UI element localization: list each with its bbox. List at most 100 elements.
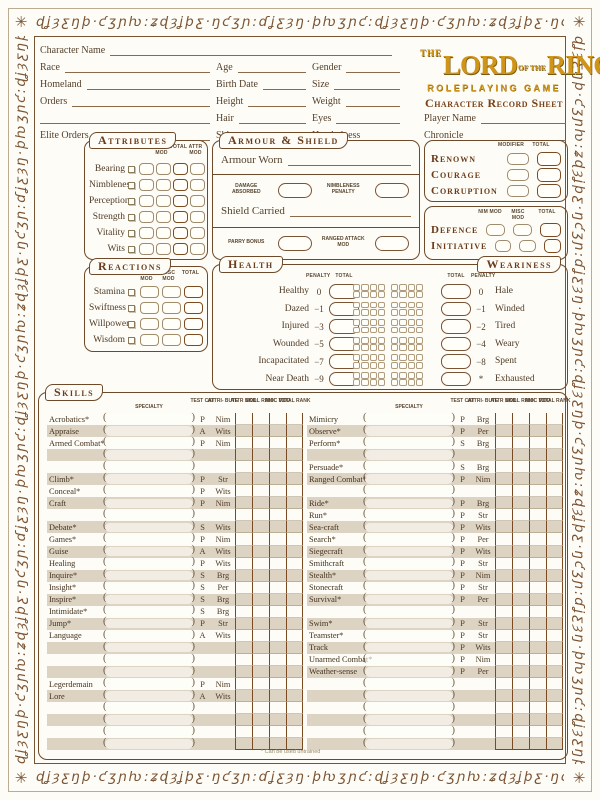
skill-specialty-field[interactable]: () [103, 725, 195, 737]
total-rank-cell[interactable] [546, 509, 563, 522]
orig-box[interactable] [139, 210, 154, 224]
misc-mod-cell[interactable] [529, 605, 546, 618]
health-checkbox[interactable] [407, 326, 415, 334]
total-box[interactable] [184, 317, 203, 331]
skill-rank-cell[interactable] [512, 690, 529, 703]
attr-mod-cell[interactable] [495, 533, 512, 546]
favoured-checkbox[interactable] [128, 229, 135, 237]
health-checkbox[interactable] [399, 301, 407, 309]
health-checkbox[interactable] [399, 319, 407, 326]
attr-mod-cell[interactable] [495, 690, 512, 703]
health-checkbox[interactable] [353, 379, 361, 387]
health-checkbox[interactable] [377, 379, 386, 387]
total-rank-cell[interactable] [286, 726, 303, 739]
age-field[interactable] [237, 60, 306, 73]
health-checkbox[interactable] [353, 326, 361, 334]
health-checkbox[interactable] [399, 371, 407, 379]
attr-mod-cell[interactable] [495, 665, 512, 679]
attr-mod-cell[interactable] [495, 726, 512, 739]
skill-specialty-field[interactable]: () [103, 532, 195, 545]
skill-specialty-field[interactable]: () [363, 424, 455, 436]
skill-rank-cell[interactable] [252, 509, 269, 522]
total-rank-cell[interactable] [286, 425, 303, 438]
attr-mod-cell[interactable] [495, 449, 512, 462]
favoured-checkbox[interactable] [128, 336, 135, 344]
health-checkbox[interactable] [369, 371, 377, 379]
skill-specialty-field[interactable]: () [103, 496, 195, 508]
gender-field[interactable] [346, 60, 400, 73]
health-checkbox[interactable] [407, 336, 415, 344]
health-checkbox[interactable] [377, 344, 386, 351]
attr-mod-cell[interactable] [235, 485, 252, 498]
health-checkbox[interactable] [369, 301, 377, 309]
health-checkbox[interactable] [415, 326, 424, 334]
racial-mod-box[interactable] [156, 178, 171, 192]
skill-rank-cell[interactable] [252, 678, 269, 691]
skill-specialty-field[interactable]: () [363, 737, 455, 749]
health-checkbox[interactable] [391, 291, 399, 299]
skill-specialty-field[interactable]: () [103, 568, 195, 581]
skill-specialty-field[interactable]: () [363, 629, 455, 641]
skill-rank-cell[interactable] [512, 545, 529, 558]
weariness-total-field[interactable] [441, 301, 471, 317]
attr-mod-cell[interactable] [235, 557, 252, 570]
weariness-total-field[interactable] [441, 319, 471, 334]
health-checkbox[interactable] [361, 371, 369, 379]
misc-mod-cell[interactable] [529, 449, 546, 462]
misc-mod-cell[interactable] [269, 545, 286, 558]
misc-mod-cell[interactable] [269, 533, 286, 546]
weariness-total-field[interactable] [441, 371, 471, 387]
nim-mod-box[interactable] [495, 239, 512, 253]
misc-mod-cell[interactable] [529, 473, 546, 486]
total-rank-cell[interactable] [546, 702, 563, 715]
skill-rank-cell[interactable] [512, 726, 529, 739]
racial-mod-box[interactable] [156, 242, 171, 256]
skill-rank-cell[interactable] [252, 629, 269, 642]
skill-rank-cell[interactable] [512, 702, 529, 715]
health-checkbox[interactable] [391, 361, 399, 369]
skill-rank-cell[interactable] [252, 593, 269, 606]
skill-rank-cell[interactable] [512, 629, 529, 642]
health-checkbox[interactable] [377, 336, 386, 344]
misc-mod-cell[interactable] [269, 413, 286, 426]
health-checkbox[interactable] [407, 344, 415, 351]
skill-rank-cell[interactable] [252, 461, 269, 474]
total-rank-cell[interactable] [546, 605, 563, 618]
skill-specialty-field[interactable]: () [103, 689, 195, 701]
skill-specialty-field[interactable]: () [103, 592, 195, 605]
skill-rank-cell[interactable] [512, 665, 529, 679]
misc-mod-box[interactable] [162, 317, 181, 331]
skill-specialty-field[interactable]: () [103, 677, 195, 689]
skill-rank-cell[interactable] [252, 497, 269, 510]
shield-carried-field[interactable] [289, 204, 411, 217]
attr-mod-box[interactable] [190, 210, 205, 224]
attr-mod-cell[interactable] [495, 509, 512, 522]
total-rank-cell[interactable] [546, 497, 563, 510]
skill-specialty-field[interactable]: () [103, 508, 195, 520]
attr-mod-cell[interactable] [495, 461, 512, 474]
attr-mod-box[interactable] [140, 317, 159, 331]
skill-specialty-field[interactable]: () [363, 725, 455, 737]
attr-mod-cell[interactable] [235, 629, 252, 642]
attr-mod-cell[interactable] [495, 473, 512, 486]
modifier-box[interactable] [507, 184, 529, 198]
total-rank-cell[interactable] [546, 485, 563, 498]
health-checkbox[interactable] [415, 361, 424, 369]
misc-mod-cell[interactable] [269, 521, 286, 534]
total-rank-cell[interactable] [546, 449, 563, 462]
total-rank-cell[interactable] [546, 413, 563, 426]
attr-mod-cell[interactable] [495, 617, 512, 630]
attr-mod-cell[interactable] [235, 593, 252, 606]
misc-mod-cell[interactable] [529, 641, 546, 654]
total-rank-cell[interactable] [546, 593, 563, 606]
misc-mod-cell[interactable] [269, 581, 286, 594]
skill-specialty-field[interactable]: () [363, 689, 455, 701]
favoured-checkbox[interactable] [128, 304, 135, 312]
attr-mod-cell[interactable] [235, 702, 252, 715]
total-rank-cell[interactable] [286, 521, 303, 534]
skill-rank-cell[interactable] [512, 653, 529, 666]
total-rank-cell[interactable] [286, 665, 303, 679]
total-rank-cell[interactable] [546, 461, 563, 474]
skill-rank-cell[interactable] [512, 714, 529, 727]
misc-mod-cell[interactable] [529, 425, 546, 438]
